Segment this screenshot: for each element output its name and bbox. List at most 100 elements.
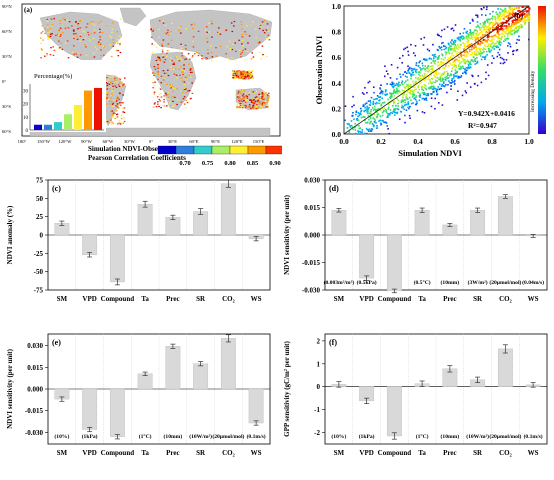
scatter-point: [483, 50, 485, 53]
scatter-point: [382, 90, 384, 93]
map-pixel: [153, 84, 155, 86]
scatter-point: [473, 59, 476, 61]
map-pixel: [64, 19, 66, 21]
scatter-point: [367, 108, 369, 110]
map-pixel: [163, 56, 166, 59]
scatter-point: [451, 78, 454, 80]
scatter-point: [504, 13, 506, 16]
map-pixel: [192, 27, 194, 29]
scatter-point: [506, 15, 509, 17]
scatter-point: [463, 37, 465, 40]
map-pixel: [162, 70, 165, 72]
scatter-point: [398, 91, 401, 93]
map-pixel: [99, 39, 102, 41]
scatter-point: [434, 81, 436, 84]
scatter-point: [384, 75, 386, 78]
map-pixel: [173, 63, 175, 65]
scatter-point: [481, 36, 484, 38]
scatter-point: [403, 104, 406, 107]
panel-label: (e): [52, 338, 61, 347]
scatter-point: [434, 107, 436, 110]
map-pixel: [79, 27, 81, 29]
map-pixel: [241, 43, 243, 45]
scatter-point: [427, 78, 429, 80]
scatter-point: [424, 76, 426, 78]
scatter-point: [517, 10, 519, 12]
map-pixel: [114, 77, 116, 79]
scatter-point: [393, 102, 395, 105]
scatter-point: [480, 52, 483, 55]
map-pixel: [238, 77, 240, 79]
scatter-point: [373, 98, 375, 101]
map-pixel: [123, 117, 125, 119]
bar: [82, 388, 98, 430]
map-pixel: [76, 38, 79, 40]
scatter-point: [500, 27, 503, 29]
map-pixel: [59, 35, 62, 37]
scatter-point: [518, 6, 521, 8]
map-pixel: [249, 71, 251, 73]
scatter-point: [410, 75, 413, 77]
lon-tick: 30°E: [168, 139, 177, 144]
scatter-point: [406, 79, 409, 81]
scatter-point: [449, 82, 451, 84]
scatter-point: [407, 50, 409, 53]
scatter-point: [497, 37, 499, 39]
map-pixel: [157, 64, 159, 66]
map-pixel: [41, 25, 44, 27]
scatter-point: [483, 48, 485, 51]
scatter-point: [475, 54, 477, 57]
map-pixel: [240, 72, 243, 74]
scatter-point: [412, 83, 415, 85]
unit-annotation: (3W/m²): [468, 279, 488, 286]
scatter-point: [501, 32, 503, 35]
map-pixel: [153, 66, 156, 68]
scatter-x-ticks: 0.0 0.2 0.4 0.6 0.8 1.0: [339, 137, 534, 146]
scatter-point: [417, 85, 420, 87]
scatter-point: [444, 57, 446, 59]
map-pixel: [263, 98, 265, 100]
map-pixel: [58, 44, 61, 47]
map-pixel: [93, 32, 96, 34]
scatter-point: [430, 97, 433, 99]
map-pixel: [180, 90, 182, 92]
scatter-point: [476, 34, 478, 37]
scatter-point: [440, 46, 443, 48]
scatter-point: [484, 58, 486, 60]
scatter-point: [433, 75, 436, 77]
map-pixel: [158, 28, 161, 31]
map-pixel: [193, 23, 196, 25]
scatter-point: [431, 82, 433, 85]
map-pixel: [160, 96, 163, 98]
scatter-point: [509, 13, 512, 16]
scatter-point: [354, 129, 357, 131]
scatter-point: [365, 102, 368, 104]
scatter-point: [415, 103, 418, 106]
scatter-point: [474, 82, 476, 85]
map-pixel: [238, 100, 241, 102]
scatter-point: [467, 45, 469, 48]
scatter-point: [453, 66, 455, 68]
map-pixel: [225, 53, 227, 55]
scatter-point: [421, 86, 423, 88]
scatter-point: [393, 82, 395, 85]
map-pixel: [218, 27, 220, 29]
inset-y-tick: 20: [23, 103, 29, 108]
unit-annotation: (10mm): [441, 433, 460, 440]
category-label: SR: [473, 295, 483, 303]
scatter-point: [515, 18, 517, 21]
scatter-point: [487, 35, 490, 37]
map-pixel: [245, 33, 248, 35]
scatter-point: [509, 45, 512, 48]
scatter-point: [410, 67, 413, 70]
scatter-point: [459, 76, 462, 79]
map-pixel: [107, 79, 109, 81]
scatter-point: [459, 51, 461, 54]
y-tick-label: 0.030: [304, 177, 320, 185]
map-pixel: [179, 74, 181, 76]
scatter-point: [497, 16, 499, 18]
scatter-point: [470, 46, 472, 48]
map-pixel: [261, 104, 263, 106]
scatter-point: [463, 45, 466, 47]
map-pixel: [248, 76, 250, 78]
